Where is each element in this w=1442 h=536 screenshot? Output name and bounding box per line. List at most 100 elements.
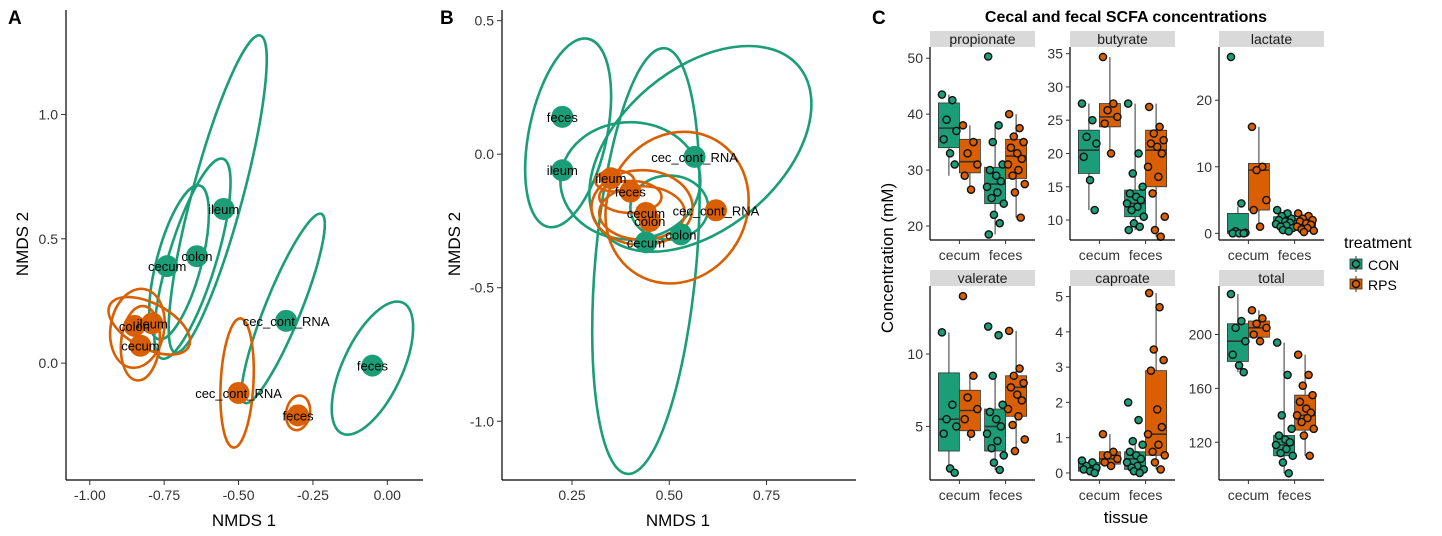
panel-a-y-tick-label: 0.0: [39, 355, 59, 371]
point-total-feces-con: [1283, 370, 1292, 380]
panel-a-ellipse-rps-7: [119, 304, 162, 382]
point-caproate-feces-con: [1136, 454, 1146, 464]
point-total-cecum-con: [1239, 367, 1248, 377]
point-valerate-feces-rps: [1017, 396, 1027, 405]
legend-title: treatment: [1344, 235, 1412, 252]
point-butyrate-feces-rps: [1155, 122, 1164, 132]
point-caproate-feces-con: [1128, 436, 1138, 446]
facet-y-tick-label-butyrate: 35: [1047, 46, 1063, 62]
point-propionate-feces-con: [984, 230, 994, 239]
point-butyrate-cecum-con: [1077, 99, 1087, 108]
point-valerate-cecum-rps: [966, 429, 976, 438]
point-valerate-feces-rps: [1004, 326, 1014, 336]
panel-b-point-labels: fecesileumcec_cont_RNAcoloncecumileumfec…: [547, 110, 760, 251]
point-propionate-feces-rps: [1017, 154, 1027, 164]
point-valerate-feces-rps: [1015, 364, 1024, 373]
point-valerate-feces-rps: [1003, 404, 1013, 414]
point-propionate-feces-con: [996, 176, 1006, 186]
point-valerate-feces-con: [982, 429, 992, 438]
panel-b-point-label-3: colon: [665, 227, 696, 242]
facet-strip-label-propionate: propionate: [949, 31, 1015, 47]
panel-b-x-tick-label: 0.25: [558, 487, 585, 503]
facet-strip-label-valerate: valerate: [958, 270, 1008, 286]
facet-y-tick-label-caproate: 2: [1055, 394, 1063, 410]
point-total-feces-rps: [1303, 413, 1312, 423]
point-lactate-cecum-rps: [1247, 122, 1257, 132]
panel-a-point-con-ileum: [212, 197, 235, 220]
point-caproate-feces-rps: [1157, 422, 1167, 432]
facet-y-tick-label-lactate: 0: [1204, 225, 1212, 241]
point-butyrate-cecum-rps: [1109, 99, 1118, 108]
point-butyrate-feces-con: [1136, 195, 1146, 205]
point-caproate-feces-rps: [1146, 366, 1156, 375]
point-butyrate-cecum-con: [1082, 132, 1091, 142]
panel-b-point-label-7: cecum: [627, 206, 665, 221]
facet-caproate: caproate 0 1 2 3 4 5 cecum feces: [1055, 270, 1175, 503]
point-valerate-cecum-con: [948, 400, 957, 410]
point-butyrate-feces-con: [1122, 199, 1132, 208]
point-propionate-feces-con: [993, 188, 1002, 197]
panel-b-point-label-2: cec_cont_RNA: [651, 150, 738, 165]
point-total-feces-con: [1287, 424, 1296, 434]
point-lactate-feces-rps: [1299, 227, 1309, 237]
panel-a-y-tick-label: 1.0: [39, 106, 59, 122]
point-butyrate-cecum-con: [1092, 139, 1101, 148]
treatment-legend: treatment CON RPS: [1344, 235, 1412, 293]
point-valerate-feces-rps: [1008, 420, 1017, 430]
point-butyrate-feces-rps: [1143, 162, 1153, 172]
panel-a-ellipse-con-2: [147, 184, 211, 341]
panel-a-y-tick-label: 0.5: [39, 231, 59, 247]
point-butyrate-feces-con: [1135, 222, 1145, 231]
point-total-feces-rps: [1304, 370, 1313, 380]
panel-b-point-rps-feces: [619, 180, 642, 203]
point-propionate-feces-rps: [1016, 213, 1026, 222]
point-total-cecum-rps: [1249, 330, 1259, 339]
point-butyrate-feces-rps: [1146, 139, 1156, 148]
panel-a-ellipse-con-3: [240, 212, 327, 405]
panel-a-ellipse-rps-6: [108, 287, 166, 370]
facet-y-tick-label-caproate: 3: [1055, 359, 1063, 375]
point-butyrate-feces-rps: [1154, 172, 1163, 182]
point-propionate-cecum-rps: [966, 185, 976, 194]
point-propionate-cecum-rps: [963, 148, 972, 158]
panel-a-point-label-1: colon: [181, 249, 212, 264]
panel-b-point-label-9: cec_cont_RNA: [673, 203, 760, 218]
point-valerate-feces-con: [999, 451, 1009, 460]
panel-b-point-con-cec-cont-RNA: [683, 145, 706, 168]
point-total-feces-con: [1272, 338, 1282, 347]
point-butyrate-feces-rps: [1148, 189, 1157, 198]
point-propionate-cecum-rps: [969, 137, 978, 147]
point-butyrate-feces-rps: [1159, 135, 1168, 145]
panel-b-points: [551, 105, 727, 254]
point-caproate-feces-con: [1123, 398, 1133, 407]
point-caproate-feces-rps: [1155, 302, 1164, 312]
point-caproate-cecum-rps: [1113, 454, 1122, 464]
facet-y-tick-label-propionate: 40: [907, 106, 923, 122]
point-propionate-feces-rps: [1009, 132, 1019, 141]
panel-a-x-axis-title: NMDS 1: [212, 511, 276, 530]
point-valerate-feces-rps: [1012, 390, 1022, 399]
point-caproate-feces-rps: [1152, 405, 1162, 414]
point-butyrate-cecum-con: [1085, 175, 1095, 185]
point-butyrate-cecum-rps: [1098, 52, 1108, 62]
point-total-cecum-rps: [1255, 336, 1265, 346]
point-valerate-cecum-rps: [969, 371, 978, 381]
point-caproate-feces-rps: [1149, 345, 1159, 354]
point-valerate-cecum-con: [952, 422, 961, 431]
panel-a-point-label-5: ileum: [137, 316, 168, 331]
point-valerate-feces-con: [983, 322, 993, 331]
panel-b-y-tick-label: -1.0: [470, 413, 494, 429]
point-butyrate-feces-con: [1139, 212, 1149, 222]
point-lactate-cecum-con: [1237, 199, 1246, 208]
point-propionate-feces-rps: [1006, 143, 1016, 152]
point-valerate-cecum-rps: [960, 414, 970, 424]
box-valerate-cecum-con: [938, 372, 960, 452]
panel-a-ellipse-con-1: [153, 157, 232, 361]
panel-a-point-con-cec-cont-RNA: [275, 309, 298, 332]
panel-b-y-axis-title: NMDS 2: [445, 212, 464, 276]
point-total-feces-rps: [1299, 431, 1309, 440]
facet-strip-label-lactate: lactate: [1251, 31, 1292, 47]
facet-y-tick-label-caproate: 5: [1055, 289, 1063, 305]
point-propionate-feces-con: [982, 182, 992, 192]
